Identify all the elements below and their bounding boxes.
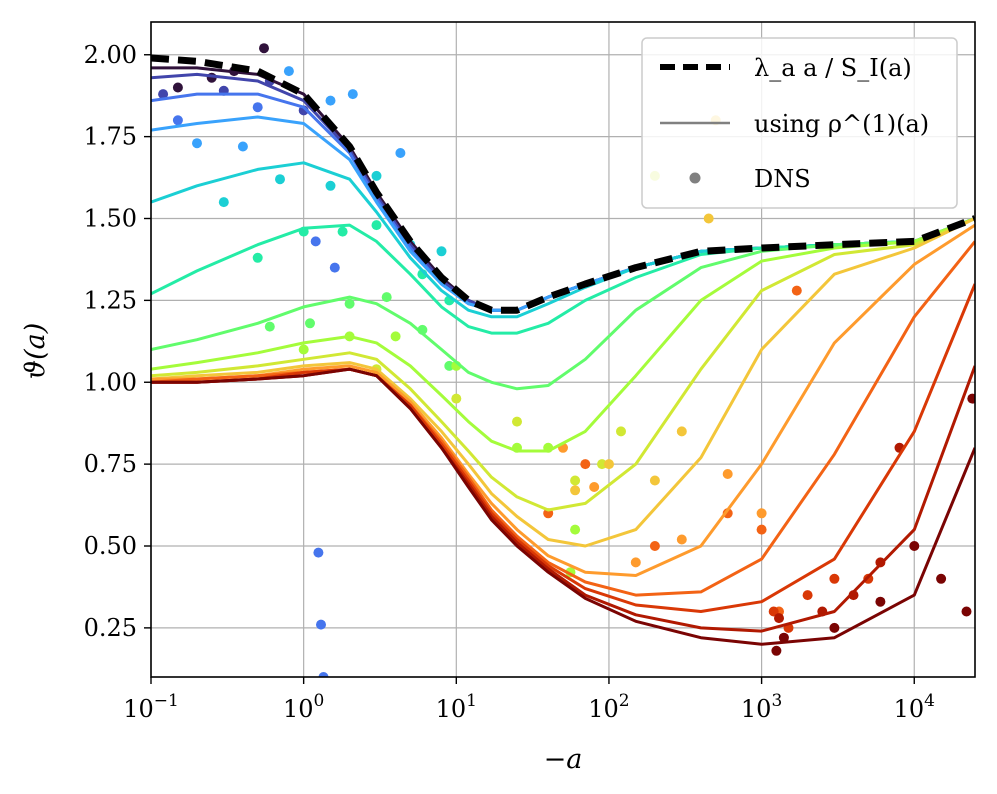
y-tick-label: 1.25	[84, 286, 137, 314]
dns-point	[649, 475, 660, 486]
dns-point	[310, 236, 321, 247]
dns-point	[722, 469, 733, 479]
dns-point	[676, 426, 687, 437]
y-axis-label: ϑ(a)	[20, 323, 51, 379]
dns-point	[237, 141, 248, 152]
dns-point	[649, 541, 660, 551]
dns-point	[344, 298, 355, 309]
model-curve-curve-13	[151, 283, 975, 613]
dns-point	[630, 557, 641, 568]
dns-point	[589, 482, 600, 492]
dns-point	[676, 534, 687, 545]
dns-point	[778, 632, 789, 643]
dns-point	[771, 645, 782, 656]
dns-point	[264, 321, 275, 332]
dns-point	[829, 622, 840, 633]
dns-point	[283, 66, 294, 77]
x-tick-label: 103	[741, 691, 782, 723]
x-tick-label: 10−1	[123, 691, 179, 723]
model-curve-curve-8	[151, 217, 975, 453]
x-tick-label: 101	[436, 691, 477, 723]
dns-point	[252, 102, 263, 113]
dns-point	[756, 524, 767, 535]
legend-entry-reference: λ_a a / S_I(a)	[754, 54, 912, 82]
dns-point	[570, 485, 581, 496]
dns-point	[512, 416, 522, 427]
y-tick-label: 1.00	[84, 368, 137, 396]
model-curve-curve-9	[151, 217, 975, 512]
legend-entry-dns: DNS	[754, 165, 811, 193]
reference-curve-layer	[151, 54, 975, 314]
dns-point	[597, 459, 607, 470]
dns-point	[218, 197, 229, 208]
dns-point	[252, 252, 263, 263]
dns-point	[275, 174, 285, 185]
legend-entry-model: using ρ^(1)(a)	[754, 110, 929, 138]
x-tick-label: 102	[588, 691, 629, 723]
dns-point	[313, 547, 324, 558]
dns-point	[381, 292, 392, 303]
legend-box	[641, 37, 958, 209]
dns-point	[325, 95, 336, 106]
dns-point	[318, 672, 329, 677]
x-axis-label: −a	[544, 744, 583, 775]
x-tick-label: 104	[894, 691, 935, 723]
legend-marker-icon	[689, 172, 701, 184]
model-curve-curve-11	[151, 223, 975, 577]
dns-point	[791, 285, 802, 296]
dns-point	[259, 43, 269, 54]
reference-curve	[151, 54, 975, 314]
dns-point	[436, 246, 447, 257]
y-axis: 0.25 0.50 0.75 1.00 1.25 1.50 1.75 2.00	[84, 41, 151, 642]
plot-frame	[150, 21, 976, 678]
dns-point	[961, 606, 972, 617]
dns-point	[936, 573, 947, 584]
dns-point	[774, 613, 784, 624]
dns-point	[298, 344, 309, 355]
dns-point	[703, 213, 714, 224]
y-tick-label: 0.25	[84, 614, 137, 642]
dns-point	[395, 148, 406, 158]
dns-point	[580, 459, 591, 470]
dns-point	[371, 170, 382, 181]
model-curve-curve-10	[151, 217, 975, 548]
dns-point	[192, 138, 202, 149]
legend: λ_a a / S_I(a) using ρ^(1)(a) DNS	[641, 37, 958, 209]
dns-point	[616, 426, 626, 437]
dns-point	[604, 459, 614, 470]
dns-point	[316, 619, 326, 630]
dns-point	[337, 226, 348, 237]
dns-point	[756, 508, 767, 519]
dns-point	[451, 393, 462, 404]
dns-point	[371, 220, 382, 231]
y-tick-label: 2.00	[84, 41, 137, 69]
dns-point	[347, 89, 358, 100]
dns-point	[329, 262, 340, 273]
dns-point	[172, 115, 183, 126]
dns-point	[570, 475, 581, 486]
dns-point	[570, 524, 581, 535]
dns-point	[967, 393, 975, 404]
y-tick-label: 1.75	[84, 123, 137, 151]
dns-point	[909, 541, 920, 551]
y-tick-label: 0.50	[84, 532, 137, 560]
y-tick-label: 1.50	[84, 205, 137, 233]
x-axis: 10−1 100 101 102 103 104	[123, 677, 935, 723]
model-curve-curve-15	[151, 367, 975, 646]
x-tick-label: 100	[283, 691, 324, 723]
dns-point	[172, 82, 183, 93]
dns-point	[158, 89, 169, 100]
y-tick-label: 0.75	[84, 450, 137, 478]
dns-point	[802, 590, 813, 601]
dns-point	[875, 596, 886, 607]
dns-point	[325, 180, 336, 191]
dns-point	[829, 573, 840, 584]
dns-point	[305, 318, 315, 329]
dns-point	[390, 331, 401, 342]
dns-point	[444, 360, 455, 371]
